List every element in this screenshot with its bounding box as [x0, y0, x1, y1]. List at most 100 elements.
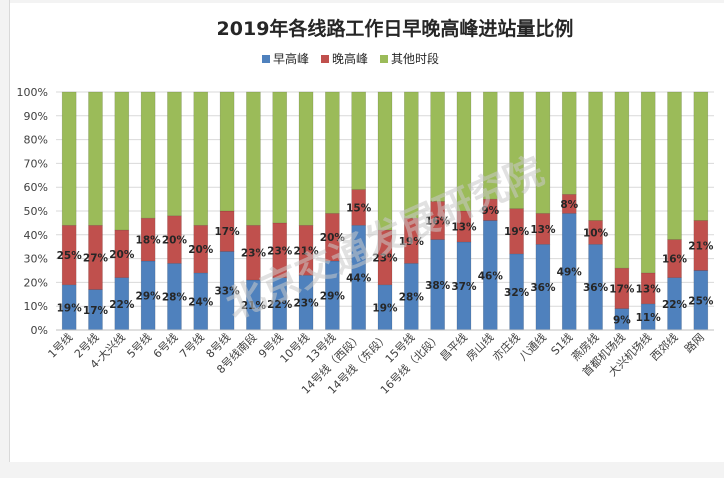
data-label: 23%	[241, 248, 267, 260]
data-label: 13%	[636, 283, 662, 295]
data-label: 29%	[320, 290, 346, 302]
data-label: 28%	[162, 292, 188, 304]
y-tick-label: 90%	[24, 110, 48, 123]
y-tick-label: 50%	[24, 205, 48, 218]
data-label: 38%	[425, 280, 451, 292]
data-label: 13%	[451, 221, 477, 233]
data-label: 25%	[688, 295, 714, 307]
spreadsheet-row-header-strip	[0, 0, 10, 478]
x-tick-label: 昌平线	[437, 330, 470, 363]
x-tick-label: 5号线	[124, 330, 154, 360]
data-label: 33%	[215, 286, 241, 298]
bar-segment	[377, 91, 393, 231]
spreadsheet-top-edge	[0, 0, 724, 3]
chart-title: 2019年各线路工作日早晚高峰进站量比例	[217, 17, 574, 40]
x-tick-label: 1号线	[45, 330, 75, 360]
legend-swatch	[380, 55, 388, 63]
y-tick-label: 80%	[24, 134, 48, 147]
data-label: 22%	[267, 299, 293, 311]
data-label: 8%	[560, 199, 578, 211]
data-label: 9%	[613, 314, 631, 326]
bar-segment	[114, 91, 130, 231]
data-label: 16%	[662, 254, 688, 266]
data-label: 9%	[481, 205, 499, 217]
y-tick-label: 20%	[24, 276, 48, 289]
data-label: 20%	[320, 232, 346, 244]
bar-segment	[456, 91, 472, 212]
legend-label: 晚高峰	[332, 51, 368, 66]
data-label: 13%	[530, 224, 556, 236]
y-tick-label: 10%	[24, 300, 48, 313]
bars: 19% 25% 17% 27% 22% 20% 29% 18% 28% 20% 24% 20% 33% 1…	[57, 91, 714, 331]
y-tick-label: 100%	[17, 86, 48, 99]
y-tick-label: 0%	[31, 324, 48, 337]
data-label: 27%	[83, 252, 109, 264]
data-label: 25%	[57, 250, 83, 262]
bar-segment	[561, 91, 577, 195]
data-label: 16%	[425, 216, 451, 228]
data-label: 37%	[451, 281, 477, 293]
data-label: 36%	[530, 282, 556, 294]
data-label: 20%	[162, 235, 188, 247]
data-label: 17%	[83, 305, 109, 317]
data-label: 21%	[241, 300, 267, 312]
bar-segment	[167, 91, 182, 217]
data-label: 11%	[636, 312, 662, 324]
bar-segment	[298, 91, 314, 226]
data-label: 23%	[372, 252, 398, 264]
data-label: 15%	[346, 202, 372, 214]
data-label: 19%	[57, 302, 83, 314]
bar-segment	[61, 91, 77, 226]
bar-segment	[667, 91, 682, 240]
bar-segment	[588, 91, 603, 221]
legend-label: 其他时段	[391, 51, 439, 66]
bar-segment	[535, 91, 551, 214]
data-label: 23%	[267, 245, 293, 257]
data-label: 22%	[662, 299, 688, 311]
data-label: 46%	[478, 270, 504, 282]
data-label: 22%	[109, 299, 135, 311]
y-tick-label: 30%	[24, 253, 48, 266]
bar-segment	[430, 91, 445, 202]
legend-swatch	[262, 55, 270, 63]
x-axis: 1号线2号线4-大兴线5号线6号线7号线8号线8号线南段9号线10号线13号线1…	[45, 329, 714, 397]
bar-segment	[140, 91, 156, 219]
bar-segment	[272, 91, 288, 224]
bar-segment	[640, 91, 656, 274]
data-label: 36%	[583, 282, 609, 294]
bar-segment	[693, 91, 709, 221]
data-label: 19%	[399, 236, 425, 248]
data-label: 49%	[557, 267, 583, 279]
data-label: 21%	[688, 241, 714, 253]
bar-segment	[325, 91, 340, 214]
x-tick-label: 6号线	[150, 330, 180, 360]
legend-label: 早高峰	[273, 51, 309, 66]
data-label: 32%	[504, 287, 530, 299]
data-label: 10%	[583, 227, 609, 239]
y-tick-label: 60%	[24, 181, 48, 194]
data-label: 19%	[504, 226, 530, 238]
x-tick-label: 八通线	[516, 330, 549, 363]
bar-segment	[351, 91, 366, 190]
bar-segment	[482, 91, 498, 200]
data-label: 44%	[346, 273, 372, 285]
bar-segment	[509, 91, 524, 209]
y-axis: 0% 10% 20% 30% 40% 50% 60% 70% 80% 90% 100%	[17, 86, 48, 337]
bar-segment	[246, 91, 261, 226]
bar-segment	[614, 91, 630, 269]
data-label: 17%	[609, 283, 635, 295]
data-label: 21%	[293, 245, 319, 257]
data-label: 29%	[136, 290, 162, 302]
y-tick-label: 40%	[24, 229, 48, 242]
legend: 早高峰 晚高峰 其他时段	[262, 51, 439, 66]
data-label: 23%	[293, 298, 319, 310]
data-label: 18%	[136, 235, 162, 247]
data-label: 20%	[109, 249, 135, 261]
x-tick-label: 西郊线	[647, 330, 680, 363]
x-tick-label: 路网	[682, 331, 707, 356]
data-label: 28%	[399, 292, 425, 304]
x-tick-label: 房山线	[463, 330, 496, 363]
legend-swatch	[321, 55, 329, 63]
bar-segment	[404, 91, 419, 219]
